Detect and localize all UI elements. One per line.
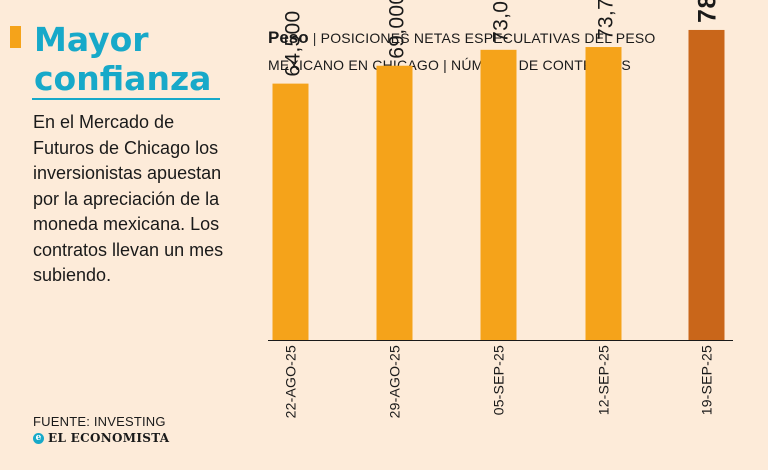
chart-title-separator: | bbox=[312, 30, 317, 46]
category-label: 29-AGO-25 bbox=[387, 345, 403, 418]
value-label: 69,000 bbox=[386, 0, 409, 59]
value-label: 73,000 bbox=[490, 0, 513, 43]
category-label: 12-SEP-25 bbox=[596, 345, 612, 415]
value-label: 73,700 bbox=[595, 0, 618, 40]
headline-line-2: confianza bbox=[34, 59, 212, 98]
publisher-name: EL ECONOMISTA bbox=[48, 431, 170, 445]
bar-05-SEP-25 bbox=[480, 49, 517, 340]
headline-accent-bar bbox=[10, 26, 21, 48]
value-label: 64,500 bbox=[282, 11, 305, 77]
chart-title-bold: Peso bbox=[268, 28, 309, 47]
bar-12-SEP-25 bbox=[585, 47, 622, 340]
chart-title: Peso | POSICIONES NETAS ESPECULATIVAS DE… bbox=[268, 24, 708, 79]
publisher-logo-icon: e bbox=[33, 432, 44, 444]
publisher-logo: e EL ECONOMISTA bbox=[33, 431, 169, 445]
headline: Mayor confianza bbox=[34, 20, 211, 98]
category-label: 22-AGO-25 bbox=[283, 345, 299, 418]
bar-19-SEP-25 bbox=[688, 29, 725, 340]
category-label: 05-SEP-25 bbox=[491, 345, 507, 415]
headline-divider bbox=[32, 98, 220, 100]
bar-29-AGO-25 bbox=[376, 65, 413, 340]
chart-subtitle: POSICIONES NETAS ESPECULATIVAS DEL PESO … bbox=[268, 30, 656, 73]
description-text: En el Mercado de Futuros de Chicago los … bbox=[33, 112, 224, 285]
source-label: FUENTE: INVESTING bbox=[33, 414, 166, 429]
headline-line-1: Mayor bbox=[34, 20, 149, 59]
bar-22-AGO-25 bbox=[272, 83, 309, 341]
value-label: 78,000 bbox=[694, 0, 722, 23]
category-label: 19-SEP-25 bbox=[699, 345, 715, 415]
